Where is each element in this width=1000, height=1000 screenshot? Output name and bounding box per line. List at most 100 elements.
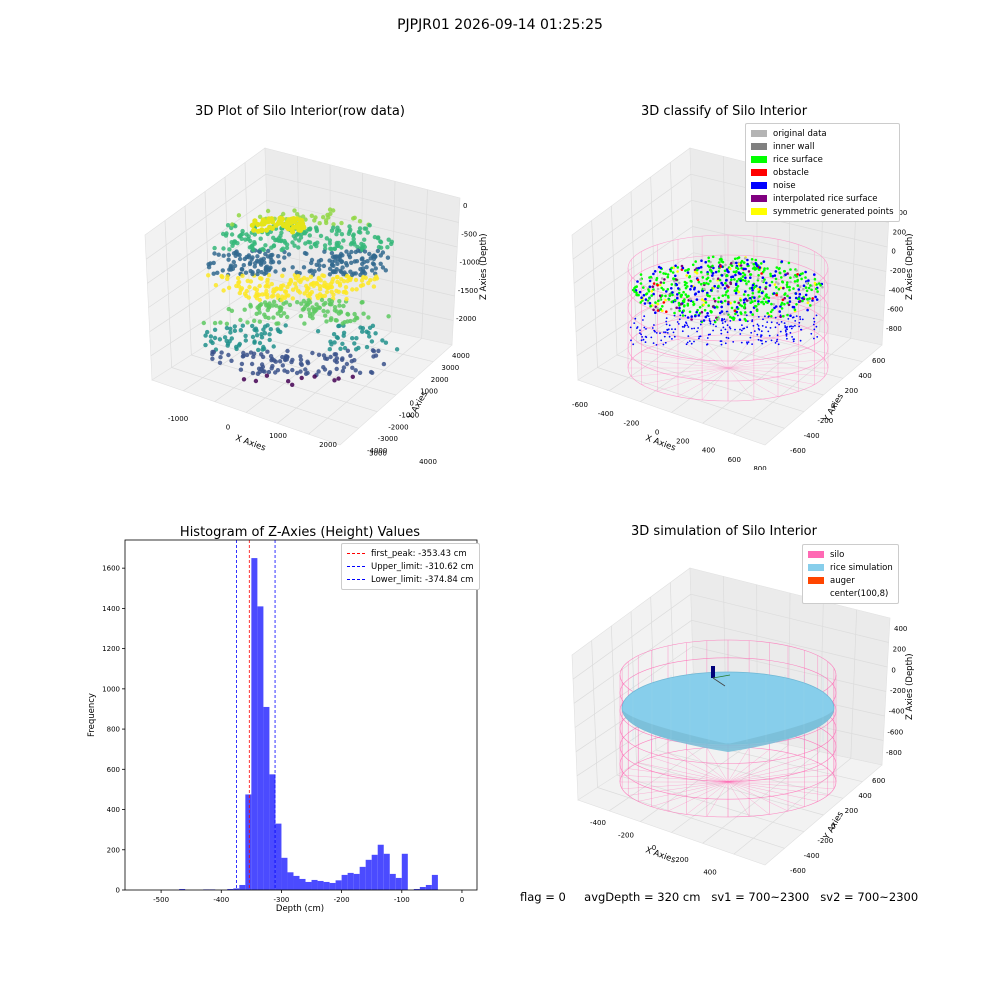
- raw-point: [331, 225, 336, 230]
- raw-point: [297, 217, 303, 223]
- raw-point: [284, 245, 290, 251]
- classify-point: [732, 341, 735, 343]
- raw-point: [304, 251, 309, 256]
- classify-point: [780, 260, 784, 263]
- raw-point: [298, 357, 304, 362]
- classify-point: [709, 279, 712, 283]
- classify-point: [747, 293, 750, 297]
- raw-point: [385, 245, 390, 250]
- classify-point: [709, 269, 713, 272]
- raw-point: [237, 233, 243, 239]
- classify-point: [709, 289, 713, 292]
- raw-point: [342, 345, 348, 351]
- classify-point: [701, 289, 704, 293]
- raw-point: [208, 334, 214, 339]
- classify-point: [725, 268, 729, 271]
- raw-point: [228, 330, 233, 335]
- classify-point: [749, 336, 752, 339]
- classify-point: [799, 318, 802, 321]
- classify-point: [738, 318, 742, 321]
- raw-point: [350, 365, 355, 370]
- raw-point: [338, 257, 343, 263]
- classify-point: [666, 332, 669, 334]
- classify-point: [741, 278, 745, 282]
- raw-point: [376, 348, 381, 354]
- classify-point: [700, 259, 703, 262]
- simulation-z-tick: 400: [894, 625, 907, 633]
- classify-point: [703, 308, 707, 312]
- raw-point: [359, 300, 364, 305]
- status-flag: flag = 0: [520, 890, 566, 904]
- raw-point: [323, 313, 328, 318]
- x-tick-label: 0: [460, 896, 464, 904]
- classify-point: [652, 308, 655, 312]
- raw-point: [345, 348, 351, 353]
- raw-point: [351, 240, 357, 245]
- raw-point: [262, 271, 267, 276]
- histogram-legend-item: first_peak: -353.43 cm: [347, 547, 474, 560]
- classify-point: [794, 320, 797, 322]
- simulation-y-label: Y Axies: [821, 809, 846, 842]
- raw-point: [305, 277, 310, 282]
- legend-label: noise: [773, 180, 796, 191]
- classify-point: [737, 301, 740, 305]
- raw-point: [262, 312, 267, 317]
- classify-point: [751, 300, 754, 303]
- classify-point: [702, 281, 706, 285]
- legend-label: original data: [773, 128, 827, 139]
- grid-line: [630, 611, 637, 763]
- classify-point: [770, 280, 774, 284]
- classify-point: [735, 289, 739, 292]
- legend-label: rice simulation: [830, 562, 893, 573]
- classify-point: [751, 288, 754, 292]
- raw-point: [212, 320, 218, 326]
- raw-point: [238, 367, 244, 372]
- figure-title: PJPJR01 2026-09-14 01:25:25: [397, 17, 603, 33]
- classify-point: [633, 286, 636, 290]
- raw-point: [236, 343, 242, 348]
- classify-point: [789, 276, 792, 279]
- grid-line: [675, 317, 863, 363]
- classify-point: [662, 343, 665, 346]
- raw-x-tick: 1000: [269, 432, 287, 440]
- raw-point: [242, 307, 247, 312]
- classify-point: [658, 283, 662, 287]
- classify-point: [653, 324, 655, 326]
- classify-point: [792, 338, 795, 341]
- classify-point: [757, 338, 760, 341]
- raw-point: [247, 284, 252, 290]
- raw-point: [294, 370, 300, 376]
- classify-point: [664, 294, 667, 298]
- classify-point: [819, 284, 822, 287]
- classify-point: [662, 272, 665, 275]
- classify-point: [798, 292, 802, 296]
- raw-point: [327, 238, 333, 243]
- raw-point: [360, 266, 366, 271]
- raw-point: [356, 345, 361, 351]
- classify-point: [729, 327, 732, 330]
- classify-point: [742, 306, 746, 309]
- classify-point: [701, 276, 705, 279]
- raw-point: [255, 254, 260, 259]
- raw-point: [273, 269, 278, 274]
- classify-z-label: Z Axies (Depth): [905, 233, 915, 300]
- x-tick-label: -200: [334, 896, 350, 904]
- classify-point: [739, 328, 741, 331]
- classify-point: [639, 332, 641, 334]
- classify-point: [663, 278, 666, 281]
- classify-point: [719, 255, 723, 258]
- classify-point: [639, 301, 642, 304]
- raw-point: [351, 236, 356, 242]
- classify-point: [780, 301, 784, 305]
- classify-point: [757, 302, 760, 306]
- raw-point: [257, 292, 262, 297]
- classify-point: [782, 314, 785, 318]
- raw-point: [246, 234, 251, 239]
- histogram-frame: [124, 539, 478, 891]
- raw-y-tick: -2000: [388, 423, 408, 431]
- classify-point: [676, 321, 679, 323]
- classify-point: [786, 328, 788, 331]
- raw-point: [351, 233, 356, 238]
- classify-point: [799, 299, 802, 303]
- classify-point: [734, 291, 738, 295]
